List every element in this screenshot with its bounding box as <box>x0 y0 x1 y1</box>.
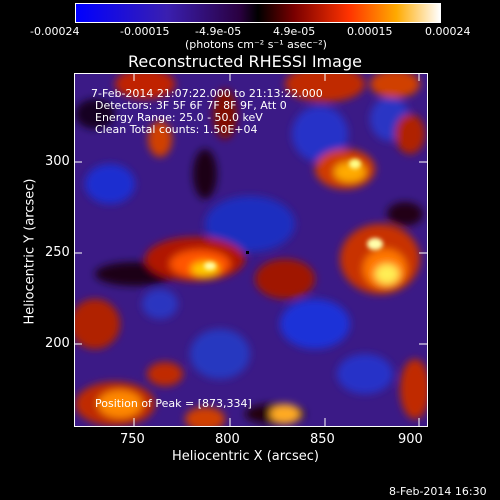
colorbar-tick-label: 0.00015 <box>347 25 393 38</box>
x-tick-label: 800 <box>215 432 240 447</box>
rhessi-image <box>74 73 428 427</box>
detectors-text: Detectors: 3F 5F 6F 7F 8F 9F, Att 0 <box>95 99 287 112</box>
footer-date: 8-Feb-2014 16:30 <box>389 485 487 498</box>
colorbar-tick-label: 0.00024 <box>425 25 471 38</box>
time-range-text: 7-Feb-2014 21:07:22.000 to 21:13:22.000 <box>91 87 323 100</box>
x-axis-label: Heliocentric X (arcsec) <box>172 449 319 464</box>
plot-title: Reconstructed RHESSI Image <box>128 52 362 71</box>
x-tick-label: 900 <box>398 432 423 447</box>
y-axis-label: Heliocentric Y (arcsec) <box>22 178 38 325</box>
colorbar-tick-label: -4.9e-05 <box>195 25 242 38</box>
colorbar <box>75 3 441 23</box>
colorbar-tick-label: -0.00024 <box>30 25 80 38</box>
colorbar-units-label: (photons cm⁻² s⁻¹ asec⁻²) <box>185 38 327 51</box>
colorbar-tick-label: 4.9e-05 <box>273 25 316 38</box>
colorbar-tick-label: -0.00015 <box>120 25 170 38</box>
y-tick-label: 300 <box>45 154 70 169</box>
peak-position-text: Position of Peak = [873,334] <box>95 397 252 410</box>
x-tick-label: 850 <box>310 432 335 447</box>
energy-range-text: Energy Range: 25.0 - 50.0 keV <box>95 111 263 124</box>
y-tick-label: 250 <box>45 245 70 260</box>
clean-counts-text: Clean Total counts: 1.50E+04 <box>95 123 258 136</box>
x-tick-label: 750 <box>120 432 145 447</box>
y-tick-label: 200 <box>45 336 70 351</box>
